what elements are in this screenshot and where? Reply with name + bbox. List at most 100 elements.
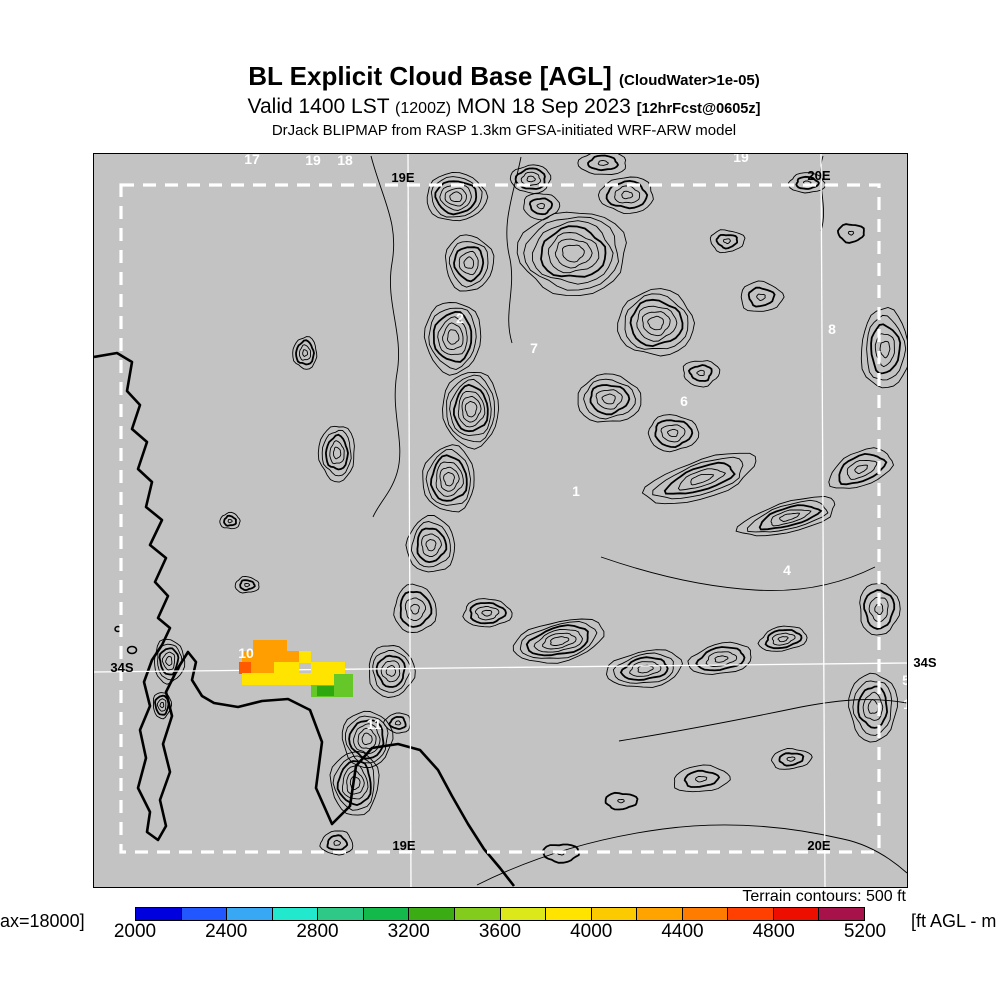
terrain-contour <box>879 340 891 359</box>
terrain-contour <box>847 230 855 236</box>
terrain-contour <box>654 419 694 449</box>
terrain-contour <box>458 250 479 276</box>
terrain-contour <box>370 155 401 518</box>
terrain-contour <box>385 665 397 677</box>
cloudbase-cell <box>274 662 299 674</box>
terrain-contour <box>321 429 352 477</box>
terrain-contour <box>787 172 827 194</box>
terrain-contour <box>368 645 416 698</box>
terrain-contour <box>695 646 746 672</box>
graticule-label: 34S <box>110 660 134 675</box>
terrain-contour <box>161 651 176 671</box>
cloudbase-colorbar <box>135 907 865 921</box>
terrain-contour <box>449 378 492 437</box>
terrain-contour <box>481 609 493 617</box>
map-value-label: 1 <box>572 483 580 499</box>
terrain-contour <box>326 834 349 851</box>
colorbar-segment <box>454 908 501 920</box>
terrain-contour <box>777 636 789 643</box>
terrain-contour <box>690 473 715 486</box>
terrain-contour <box>642 311 671 337</box>
terrain-contour <box>525 624 589 657</box>
terrain-contour <box>595 389 623 410</box>
colorbar-segment <box>136 908 182 920</box>
colorbar-max-note: ax=18000] <box>0 911 85 931</box>
forecast-map: 17 19 18 19 2 7 8 6 1 4 10 11 5 1 <box>93 153 908 888</box>
terrain-contour <box>461 395 482 423</box>
title-qualifier: (CloudWater>1e-05) <box>619 72 760 89</box>
terrain-contour <box>536 202 545 210</box>
terrain-contour <box>589 384 631 416</box>
terrain-contour <box>423 302 482 376</box>
colorbar-tick: 3600 <box>478 921 522 942</box>
terrain-contour <box>348 719 385 760</box>
terrain-contour <box>641 452 757 505</box>
terrain-contour <box>597 160 609 166</box>
terrain-contour <box>587 154 620 172</box>
terrain-contour <box>404 597 427 622</box>
terrain-contour <box>874 333 895 368</box>
colorbar-segment <box>773 908 820 920</box>
terrain-contour <box>854 464 868 475</box>
colorbar-tick: 4800 <box>752 921 795 942</box>
model-info-line: DrJack BLIPMAP from RASP 1.3km GFSA-init… <box>271 122 737 140</box>
terrain-contour <box>874 603 884 615</box>
valid-zulu-time: (1200Z) <box>395 99 452 117</box>
terrain-contour <box>542 632 577 650</box>
terrain-contour <box>770 509 812 527</box>
terrain-contour <box>520 171 542 186</box>
graticule-label: 34S <box>913 655 937 670</box>
colorbar-tick: 4400 <box>661 921 704 942</box>
terrain-contour <box>764 629 803 650</box>
terrain-contour <box>619 656 669 681</box>
colorbar-segment <box>682 908 729 920</box>
terrain-contour <box>333 446 342 460</box>
terrain-contour <box>786 756 796 762</box>
terrain-contour <box>453 246 485 283</box>
terrain-contour <box>601 393 616 405</box>
terrain-contour <box>547 232 600 274</box>
map-value-label: 10 <box>238 645 254 661</box>
terrain-contour <box>836 223 865 244</box>
colorbar-tick: 2800 <box>296 921 339 942</box>
terrain-contour <box>380 660 401 683</box>
terrain-contour <box>771 632 796 646</box>
terrain-contour <box>469 601 507 625</box>
terrain-contour <box>859 582 901 636</box>
terrain-contour <box>714 655 729 663</box>
map-value-label: 5 <box>902 672 907 688</box>
colorbar-segment <box>728 908 774 920</box>
terrain-contour <box>333 839 341 846</box>
colorbar-tick: 5200 <box>843 921 887 942</box>
terrain-contour <box>452 383 489 433</box>
terrain-contour <box>526 175 536 183</box>
terrain-contour <box>583 378 636 420</box>
colorbar-segment <box>500 908 547 920</box>
graticule-label: 20E <box>807 838 831 853</box>
terrain-contour <box>528 197 554 216</box>
colorbar-tick: 3200 <box>387 921 430 942</box>
colorbar-segment <box>318 908 364 920</box>
map-value-label: 8 <box>828 321 836 337</box>
terrain-contour <box>244 583 251 588</box>
terrain-contour <box>429 454 468 502</box>
terrain-contour <box>346 770 365 795</box>
terrain-contour <box>577 154 627 175</box>
terrain-contour <box>405 515 456 573</box>
terrain-contour <box>410 521 451 568</box>
terrain-contour <box>647 315 664 331</box>
terrain-contour-canvas: 17 19 18 19 2 7 8 6 1 4 10 11 5 1 <box>94 154 907 887</box>
terrain-contour <box>388 715 407 731</box>
terrain-contour <box>156 698 167 712</box>
terrain-contour-note: Terrain contours: 500 ft <box>742 888 906 905</box>
terrain-contour <box>295 339 315 366</box>
terrain-contour <box>302 349 309 357</box>
terrain-contour <box>848 672 898 743</box>
terrain-contour <box>410 603 420 615</box>
graticule-label: 19E <box>392 838 416 853</box>
terrain-contour <box>393 583 437 633</box>
terrain-contour <box>531 220 614 285</box>
colorbar-segment <box>181 908 228 920</box>
terrain-contour <box>375 654 406 688</box>
